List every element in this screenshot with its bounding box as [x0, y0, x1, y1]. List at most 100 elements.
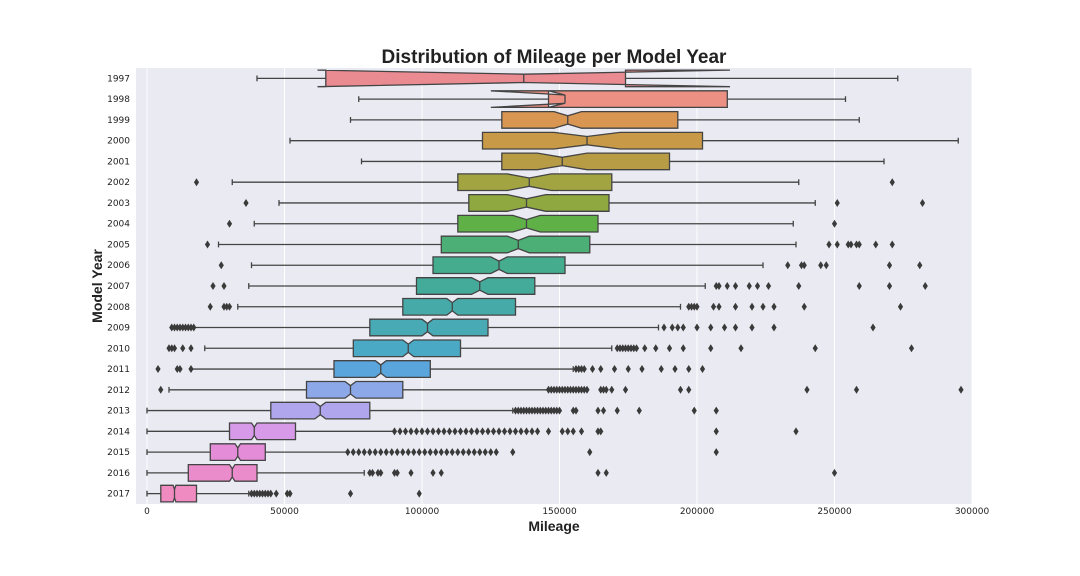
outlier-point — [889, 178, 895, 187]
outlier-point — [446, 427, 453, 436]
outlier-point — [221, 302, 227, 311]
outlier-point — [548, 385, 554, 394]
outlier-point — [804, 385, 810, 394]
x-tick-label: 300000 — [955, 507, 990, 517]
outlier-point — [441, 427, 447, 436]
outlier-point — [378, 448, 384, 457]
y-tick-label: 1999 — [107, 116, 130, 126]
outlier-point — [367, 448, 373, 457]
box-group — [250, 256, 764, 275]
outlier-point — [512, 406, 519, 415]
box-group — [146, 401, 514, 420]
outlier-point — [834, 240, 840, 249]
outlier-point — [917, 261, 923, 270]
y-tick-label: 2015 — [107, 448, 130, 458]
outlier-point — [422, 448, 428, 457]
outlier-point — [771, 323, 777, 332]
box-group — [289, 131, 959, 150]
outlier-point — [897, 302, 904, 311]
outlier-point — [570, 406, 576, 415]
outlier-point — [798, 261, 805, 270]
box-group — [146, 484, 250, 503]
outlier-point — [180, 323, 186, 332]
outlier-point — [518, 427, 524, 436]
outlier-point — [166, 344, 172, 353]
outlier-point — [818, 261, 824, 270]
outlier-point — [466, 448, 472, 457]
y-tick-label: 1998 — [107, 95, 130, 105]
outlier-point — [845, 240, 851, 249]
outlier-point — [529, 427, 535, 436]
box — [305, 380, 404, 399]
outlier-point — [746, 282, 752, 290]
outlier-point — [625, 344, 631, 353]
outlier-point — [444, 448, 450, 457]
outlier-point — [559, 385, 565, 394]
box — [402, 297, 517, 316]
outlier-point — [375, 468, 381, 477]
outlier-point — [598, 385, 604, 394]
outlier-point — [402, 427, 409, 436]
outlier-point — [394, 468, 400, 477]
outlier-point — [732, 323, 739, 332]
outlier-point — [177, 365, 183, 374]
box-group — [253, 214, 794, 233]
x-tick-label: 200000 — [680, 507, 715, 517]
outlier-point — [617, 344, 623, 353]
outlier-point — [347, 489, 354, 498]
box-group — [349, 110, 860, 129]
outlier-point — [600, 406, 607, 415]
outlier-point — [248, 489, 255, 498]
outlier-point — [383, 448, 389, 457]
outlier-point — [853, 240, 860, 249]
outlier-point — [424, 427, 431, 436]
outlier-point — [570, 385, 576, 394]
outlier-point — [614, 344, 620, 353]
outlier-point — [710, 302, 717, 311]
box — [440, 235, 591, 254]
y-tick-label: 2009 — [107, 324, 130, 334]
outlier-point — [581, 365, 587, 374]
box — [490, 90, 728, 109]
outlier-point — [826, 240, 832, 249]
outlier-point — [389, 448, 395, 457]
outlier-point — [204, 240, 211, 249]
outlier-point — [922, 282, 928, 290]
outlier-point — [793, 427, 799, 436]
outlier-point — [416, 448, 422, 457]
y-tick-label: 2001 — [107, 157, 130, 167]
outlier-point — [675, 323, 681, 332]
outlier-point — [559, 427, 565, 436]
outlier-point — [589, 365, 596, 374]
outlier-point — [556, 385, 563, 394]
outlier-point — [565, 427, 571, 436]
outlier-point — [521, 406, 527, 415]
box-group — [168, 380, 550, 399]
outlier-point — [243, 198, 249, 207]
outlier-point — [224, 302, 230, 311]
outlier-point — [749, 323, 755, 332]
outlier-point — [177, 323, 183, 332]
outlier-point — [207, 302, 213, 311]
outlier-point — [738, 344, 744, 353]
outlier-point — [801, 261, 807, 270]
outlier-point — [908, 344, 915, 353]
outlier-point — [771, 302, 777, 311]
outlier-point — [540, 406, 546, 415]
x-tick-label: 0 — [144, 507, 150, 517]
outlier-point — [532, 406, 538, 415]
x-axis-label: Mileage — [528, 518, 580, 534]
outlier-point — [672, 365, 678, 374]
outlier-point — [587, 448, 593, 457]
outlier-point — [435, 427, 442, 436]
y-axis-label: Model Year — [89, 249, 105, 323]
box — [187, 463, 258, 482]
outlier-point — [576, 365, 582, 374]
outlier-point — [831, 468, 838, 477]
outlier-point — [416, 489, 422, 498]
outlier-point — [474, 427, 480, 436]
outlier-point — [155, 365, 161, 374]
y-tick-label: 2017 — [107, 490, 130, 500]
outlier-point — [873, 240, 879, 249]
